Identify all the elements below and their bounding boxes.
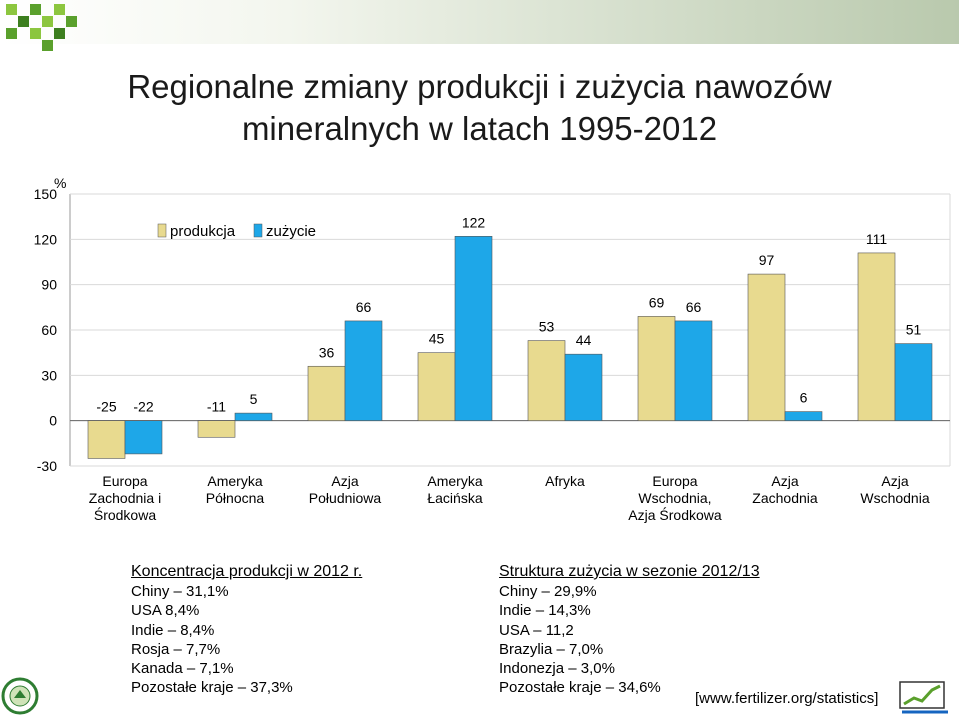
- consumption-panel-heading: Struktura zużycia w sezonie 2012/13: [499, 563, 760, 580]
- production-panel-heading: Koncentracja produkcji w 2012 r.: [131, 563, 363, 580]
- category-label: Azja: [331, 473, 358, 489]
- produkcja-value-label: 53: [539, 319, 555, 335]
- program-seal-logo: [1, 677, 39, 715]
- produkcja-bar: [87, 420, 126, 459]
- category-label: Ameryka: [207, 473, 262, 489]
- y-tick-label: 0: [49, 413, 57, 429]
- category-label: Południowa: [309, 490, 382, 506]
- produkcja-bar: [527, 340, 566, 421]
- zuzycie-value-label: 51: [906, 322, 922, 338]
- produkcja-value-label: 69: [649, 294, 665, 310]
- category-label: Zachodnia: [752, 490, 818, 506]
- produkcja-bar: [747, 273, 786, 421]
- produkcja-legend-label: produkcja: [170, 223, 236, 240]
- category-label: Azja Środkowa: [628, 506, 722, 523]
- zuzycie-value-label: 5: [250, 391, 258, 407]
- consumption-panel-line: USA – 11,2: [499, 621, 574, 639]
- production-panel-line: Kanada – 7,1%: [131, 660, 234, 678]
- category-label: Europa: [102, 473, 147, 489]
- production-panel-line: Chiny – 31,1%: [131, 583, 229, 600]
- produkcja-bar: [307, 365, 346, 421]
- produkcja-value-label: 36: [319, 344, 335, 360]
- production-panel-line: Rosja – 7,7%: [131, 640, 221, 658]
- produkcja-value-label: -25: [96, 399, 116, 415]
- zuzycie-value-label: 66: [356, 299, 372, 315]
- category-label: Wschodnia,: [638, 490, 711, 506]
- zuzycie-value-label: 122: [462, 214, 486, 230]
- decorative-squares: [0, 0, 90, 60]
- header-band: [0, 0, 959, 44]
- bar-chart: -30 0 30 60 90 120 150% -25 -11 36 45 53 69 97 111 -22 5…: [34, 175, 951, 523]
- y-tick-label: -30: [37, 458, 57, 474]
- zuzycie-bar: [454, 236, 493, 421]
- title-line-2: mineralnych w latach 1995-2012: [241, 110, 718, 147]
- category-label: Łacińska: [427, 490, 482, 506]
- production-panel-line: Pozostałe kraje – 37,3%: [131, 679, 293, 697]
- produkcja-bar: [637, 316, 676, 421]
- title-line-1: Regionalne zmiany produkcji i zużycia na…: [127, 68, 832, 105]
- zuzycie-bar: [344, 320, 383, 421]
- growth-chart-logo: [899, 681, 948, 714]
- category-label: Afryka: [545, 473, 585, 489]
- produkcja-value-label: 45: [429, 331, 445, 347]
- page-title: Regionalne zmiany produkcji i zużycia na…: [0, 66, 959, 150]
- consumption-panel-line: Brazylia – 7,0%: [499, 640, 604, 658]
- produkcja-value-label: -11: [207, 399, 226, 415]
- zuzycie-value-label: 44: [576, 332, 592, 348]
- zuzycie-bar: [674, 320, 713, 421]
- category-label: Europa: [652, 473, 697, 489]
- zuzycie-bar: [234, 412, 273, 421]
- zuzycie-bar: [784, 411, 823, 421]
- category-label: Zachodnia i: [89, 490, 161, 506]
- zuzycie-legend-label: zużycie: [266, 223, 316, 240]
- produkcja-bar: [857, 252, 896, 421]
- production-panel-line: Indie – 8,4%: [131, 621, 215, 639]
- zuzycie-value-label: -22: [133, 399, 153, 415]
- consumption-panel-line: Pozostałe kraje – 34,6%: [499, 679, 661, 697]
- consumption-panel-line: Indonezja – 3,0%: [499, 660, 615, 678]
- produkcja-value-label: 111: [866, 231, 887, 247]
- category-label: Północna: [206, 490, 265, 506]
- zuzycie-legend-swatch: [253, 223, 263, 238]
- produkcja-bar: [417, 352, 456, 421]
- y-tick-label: 120: [34, 231, 58, 247]
- zuzycie-bar: [564, 353, 603, 421]
- production-concentration-panel: Koncentracja produkcji w 2012 r. Chiny –…: [131, 562, 471, 698]
- y-tick-label: 30: [41, 367, 57, 383]
- consumption-panel-line: Indie – 14,3%: [499, 602, 591, 620]
- y-tick-label: 90: [41, 277, 57, 293]
- y-tick-label: 150: [34, 186, 58, 202]
- zuzycie-value-label: 6: [800, 390, 808, 406]
- zuzycie-bar: [894, 343, 933, 421]
- source-link[interactable]: [www.fertilizer.org/statistics]: [695, 690, 879, 707]
- produkcja-bar: [197, 420, 236, 438]
- category-label: Azja: [771, 473, 798, 489]
- zuzycie-value-label: 66: [686, 299, 702, 315]
- category-label: Azja: [881, 473, 908, 489]
- zuzycie-bar: [124, 420, 163, 455]
- produkcja-value-label: 97: [759, 252, 775, 268]
- consumption-structure-panel: Struktura zużycia w sezonie 2012/13 Chin…: [499, 562, 829, 698]
- consumption-panel-line: Chiny – 29,9%: [499, 583, 597, 600]
- y-unit-label: %: [54, 175, 66, 191]
- category-label: Środkowa: [94, 506, 156, 523]
- category-label: Wschodnia: [860, 490, 929, 506]
- production-panel-line: USA 8,4%: [131, 602, 200, 620]
- category-label: Ameryka: [427, 473, 482, 489]
- produkcja-legend-swatch: [157, 223, 167, 238]
- y-tick-label: 60: [41, 322, 57, 338]
